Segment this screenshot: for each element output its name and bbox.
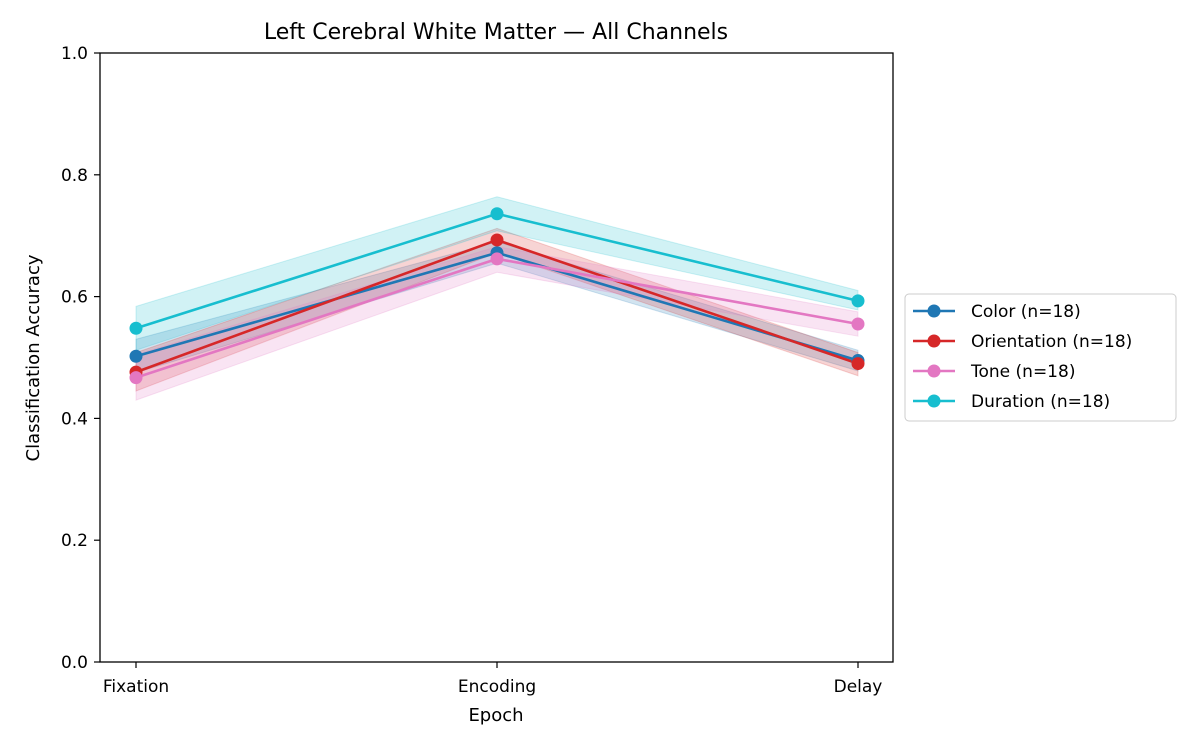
color-point-fixation bbox=[129, 349, 143, 363]
tone-point-encoding bbox=[490, 252, 504, 266]
orientation-point-encoding bbox=[490, 233, 504, 247]
tone-point-delay bbox=[851, 317, 865, 331]
legend-duration-marker bbox=[927, 394, 941, 408]
legend-color-label: Color (n=18) bbox=[971, 302, 1081, 322]
x-tick-label-fixation: Fixation bbox=[103, 677, 169, 697]
orientation-point-delay bbox=[851, 357, 865, 371]
tone-point-fixation bbox=[129, 371, 143, 385]
y-tick-label: 0.4 bbox=[61, 409, 88, 429]
y-tick-label: 0.6 bbox=[61, 288, 88, 308]
orientation-confidence-band bbox=[135, 227, 859, 392]
y-axis: 0.0 0.2 0.4 0.6 0.8 1.0 bbox=[61, 44, 100, 673]
x-tick-label-delay: Delay bbox=[834, 677, 883, 697]
y-axis-label: Classification Accuracy bbox=[23, 254, 44, 461]
y-tick-label: 0.8 bbox=[61, 166, 88, 186]
legend-duration-label: Duration (n=18) bbox=[971, 392, 1110, 412]
y-tick-label: 1.0 bbox=[61, 44, 88, 64]
legend-orientation-marker bbox=[927, 334, 941, 348]
series-points bbox=[129, 207, 865, 385]
legend-tone-marker bbox=[927, 364, 941, 378]
y-tick-label: 0.0 bbox=[61, 653, 88, 673]
duration-point-encoding bbox=[490, 207, 504, 221]
y-tick-label: 0.2 bbox=[61, 531, 88, 551]
confidence-bands bbox=[135, 196, 859, 401]
duration-point-fixation bbox=[129, 321, 143, 335]
legend-orientation-label: Orientation (n=18) bbox=[971, 332, 1132, 352]
legend-frame bbox=[904, 293, 1177, 422]
legend-color-marker bbox=[927, 304, 941, 318]
x-tick-label-encoding: Encoding bbox=[458, 677, 536, 697]
legend-tone-label: Tone (n=18) bbox=[970, 362, 1075, 382]
duration-point-delay bbox=[851, 294, 865, 308]
chart-title: Left Cerebral White Matter — All Channel… bbox=[264, 20, 728, 45]
x-axis: Fixation Encoding Delay bbox=[103, 662, 883, 697]
x-axis-label: Epoch bbox=[468, 705, 523, 726]
legend: Color (n=18) Orientation (n=18) Tone (n=18… bbox=[904, 293, 1177, 422]
